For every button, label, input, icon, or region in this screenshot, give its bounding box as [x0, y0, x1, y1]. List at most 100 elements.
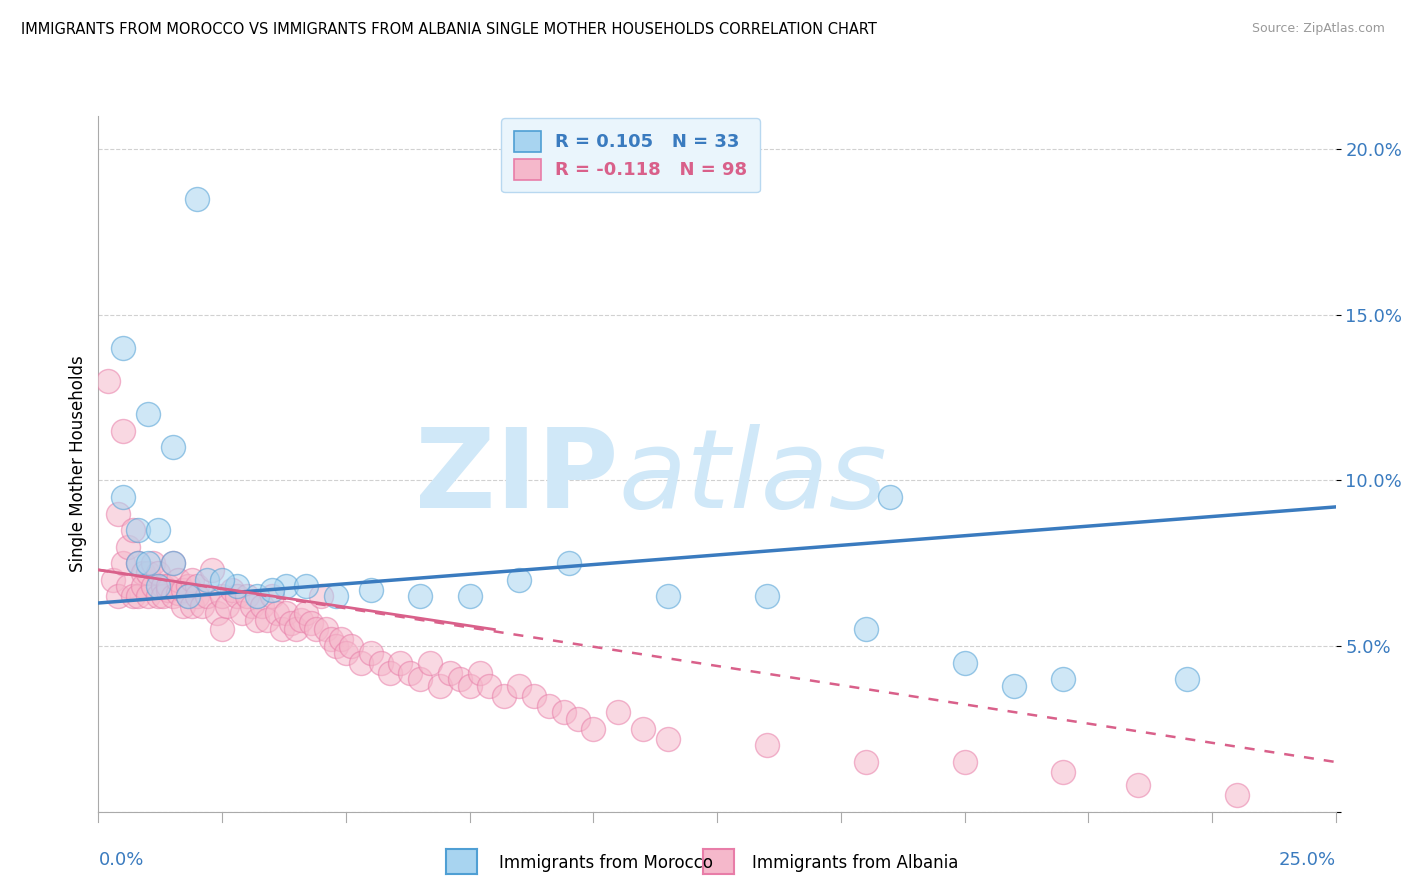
- Point: [166, 586, 188, 600]
- Point: [231, 606, 253, 620]
- Point: [191, 599, 214, 614]
- Point: [136, 566, 159, 581]
- Point: [315, 623, 337, 637]
- Point: [136, 590, 159, 604]
- Point: [122, 523, 145, 537]
- Point: [360, 646, 382, 660]
- Point: [855, 623, 877, 637]
- Point: [266, 606, 288, 620]
- Point: [152, 590, 174, 604]
- Point: [181, 599, 204, 614]
- Point: [146, 579, 169, 593]
- Point: [205, 606, 228, 620]
- Point: [162, 440, 184, 454]
- Point: [1175, 672, 1198, 686]
- Point: [755, 590, 778, 604]
- Point: [112, 490, 135, 504]
- Point: [429, 679, 451, 693]
- Text: Immigrants from Morocco: Immigrants from Morocco: [499, 855, 713, 872]
- Point: [127, 556, 149, 570]
- Point: [399, 665, 422, 680]
- Point: [136, 407, 159, 421]
- Point: [553, 706, 575, 720]
- Point: [305, 623, 328, 637]
- Point: [195, 590, 218, 604]
- Point: [127, 556, 149, 570]
- Text: atlas: atlas: [619, 425, 887, 532]
- Point: [340, 639, 363, 653]
- Point: [256, 613, 278, 627]
- Point: [319, 632, 342, 647]
- Point: [236, 590, 259, 604]
- Point: [276, 606, 298, 620]
- Point: [132, 579, 155, 593]
- Point: [631, 722, 654, 736]
- Point: [953, 656, 976, 670]
- Point: [156, 582, 179, 597]
- Point: [226, 579, 249, 593]
- Point: [1052, 764, 1074, 779]
- Point: [449, 672, 471, 686]
- Point: [285, 623, 308, 637]
- Point: [132, 566, 155, 581]
- Point: [142, 579, 165, 593]
- Point: [136, 556, 159, 570]
- Point: [295, 579, 318, 593]
- Point: [152, 579, 174, 593]
- Point: [162, 556, 184, 570]
- Point: [186, 590, 208, 604]
- Point: [755, 739, 778, 753]
- Point: [172, 582, 194, 597]
- Point: [295, 606, 318, 620]
- Point: [325, 639, 347, 653]
- Point: [299, 615, 322, 630]
- Text: Source: ZipAtlas.com: Source: ZipAtlas.com: [1251, 22, 1385, 36]
- Point: [557, 556, 579, 570]
- Point: [217, 599, 239, 614]
- Point: [201, 563, 224, 577]
- Point: [166, 573, 188, 587]
- Point: [221, 582, 243, 597]
- Point: [260, 590, 283, 604]
- Point: [409, 590, 432, 604]
- Point: [162, 556, 184, 570]
- Point: [146, 566, 169, 581]
- Point: [156, 579, 179, 593]
- Point: [176, 579, 198, 593]
- Point: [270, 623, 292, 637]
- Point: [582, 722, 605, 736]
- Point: [260, 582, 283, 597]
- Point: [523, 689, 546, 703]
- Text: ZIP: ZIP: [415, 425, 619, 532]
- Point: [146, 523, 169, 537]
- Point: [186, 192, 208, 206]
- Point: [211, 623, 233, 637]
- Point: [380, 665, 402, 680]
- Point: [172, 599, 194, 614]
- Point: [117, 540, 139, 554]
- Point: [162, 590, 184, 604]
- Point: [329, 632, 352, 647]
- Point: [350, 656, 373, 670]
- Point: [290, 613, 312, 627]
- Point: [112, 556, 135, 570]
- Point: [309, 590, 332, 604]
- Point: [1052, 672, 1074, 686]
- Point: [1126, 778, 1149, 792]
- Point: [146, 590, 169, 604]
- Point: [389, 656, 412, 670]
- Point: [280, 615, 302, 630]
- Point: [97, 374, 120, 388]
- Point: [103, 573, 125, 587]
- Point: [419, 656, 441, 670]
- Text: Immigrants from Albania: Immigrants from Albania: [752, 855, 959, 872]
- Point: [537, 698, 560, 713]
- Text: 0.0%: 0.0%: [98, 852, 143, 870]
- Point: [494, 689, 516, 703]
- Point: [468, 665, 491, 680]
- Text: IMMIGRANTS FROM MOROCCO VS IMMIGRANTS FROM ALBANIA SINGLE MOTHER HOUSEHOLDS CORR: IMMIGRANTS FROM MOROCCO VS IMMIGRANTS FR…: [21, 22, 877, 37]
- Point: [607, 706, 630, 720]
- Point: [1226, 788, 1249, 802]
- Y-axis label: Single Mother Households: Single Mother Households: [69, 356, 87, 572]
- Point: [370, 656, 392, 670]
